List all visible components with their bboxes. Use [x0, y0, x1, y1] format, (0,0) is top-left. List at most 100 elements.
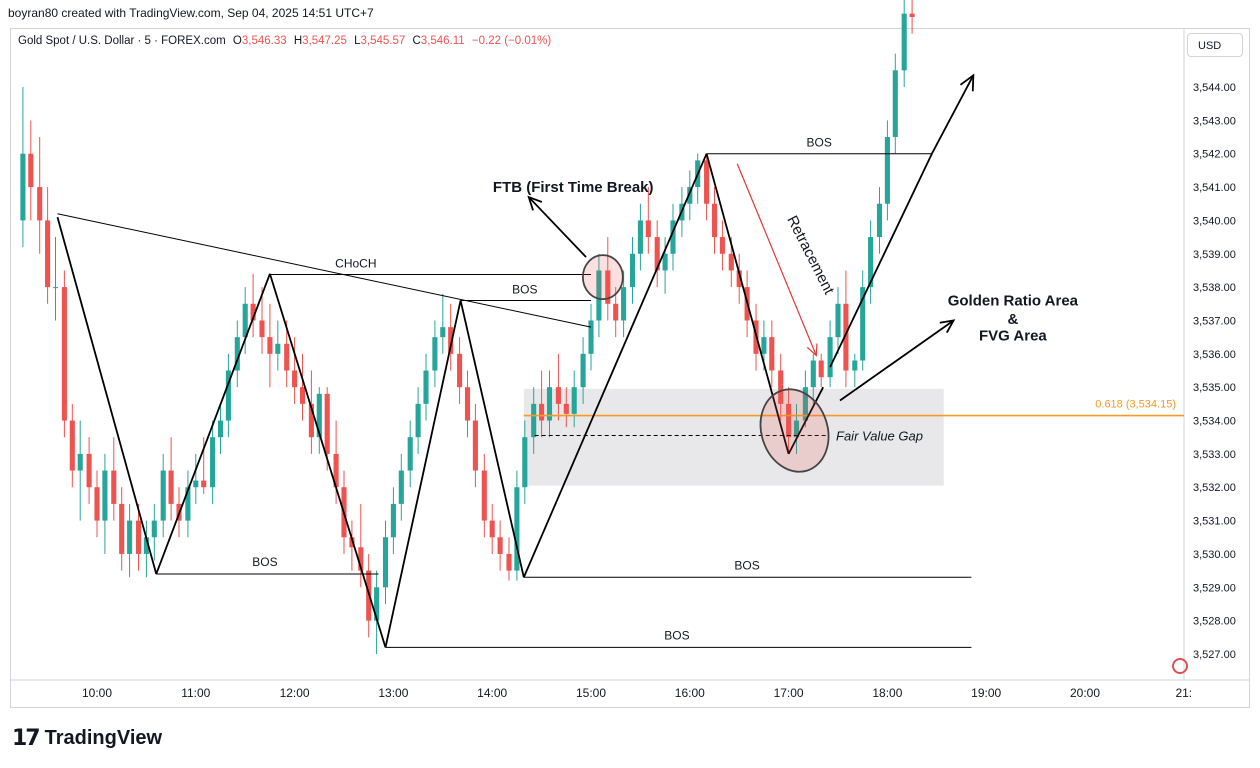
x-tick-label: 21:	[1175, 686, 1192, 700]
candle	[457, 337, 463, 404]
candle-body	[292, 370, 298, 388]
x-tick-label: 11:00	[181, 686, 210, 700]
bos-label: BOS	[512, 282, 537, 296]
candle-body	[423, 370, 429, 404]
candle	[119, 487, 125, 571]
candle-body	[654, 237, 660, 271]
y-tick-label: 3,543.00	[1193, 115, 1236, 127]
candle-body	[432, 337, 438, 371]
candle-body	[901, 13, 907, 71]
candle	[497, 520, 503, 571]
candle	[719, 220, 725, 271]
candle-body	[185, 487, 191, 521]
impulse-leg	[829, 153, 933, 368]
candle	[860, 270, 866, 371]
candle-body	[358, 547, 364, 571]
retracement-arrow	[736, 163, 817, 356]
candle-body	[555, 387, 561, 404]
candle-body	[135, 520, 142, 554]
candle	[151, 503, 157, 561]
close-value: 3,546.11	[420, 35, 465, 47]
candle	[621, 270, 627, 338]
fvg-area-label: FVG Area	[979, 327, 1047, 344]
candle-body	[45, 220, 51, 288]
candle-body	[61, 287, 67, 421]
candle-body	[143, 537, 149, 554]
globe-icon[interactable]	[1172, 658, 1188, 674]
candle	[234, 320, 240, 388]
x-tick-label: 15:00	[576, 686, 606, 700]
candle-body	[588, 320, 594, 354]
candle	[810, 353, 816, 404]
candle-body	[793, 420, 800, 438]
low-value: 3,545.57	[360, 35, 406, 47]
candle-body	[613, 303, 619, 321]
candle-body	[860, 287, 866, 361]
chart-frame	[10, 28, 1250, 708]
candle-body	[596, 270, 602, 321]
high-label: H	[293, 35, 303, 47]
candle-body	[769, 337, 775, 371]
candle-body	[316, 393, 322, 438]
tradingview-logo[interactable]: 17 TradingView	[12, 726, 162, 751]
candle-body	[522, 437, 528, 488]
candle-body	[637, 220, 643, 254]
candle-body	[909, 13, 915, 17]
x-tick-label: 18:00	[872, 686, 902, 700]
candle-body	[571, 387, 577, 414]
up-arrow	[931, 74, 975, 155]
candle	[531, 387, 537, 454]
candle	[143, 520, 149, 578]
y-tick-label: 3,534.00	[1193, 416, 1236, 428]
candle	[432, 320, 438, 388]
candle-body	[481, 470, 487, 521]
candle-body	[86, 453, 92, 488]
candle-body	[308, 403, 314, 438]
candle-body	[464, 387, 471, 421]
candle-body	[687, 187, 693, 204]
candle-body	[778, 370, 784, 404]
candle-body	[234, 337, 240, 371]
candle-body	[259, 320, 265, 338]
currency-button[interactable]: USD	[1187, 33, 1243, 57]
candle	[522, 420, 528, 504]
candle-body	[605, 270, 611, 304]
candle	[316, 387, 322, 454]
candle	[440, 293, 446, 354]
candle	[415, 387, 421, 454]
y-tick-label: 3,538.00	[1193, 282, 1236, 294]
candle-body	[761, 337, 767, 354]
candle-body	[324, 393, 330, 454]
candle-body	[168, 470, 174, 504]
candle	[210, 420, 216, 504]
candle-body	[818, 360, 824, 378]
y-tick-label: 3,530.00	[1193, 549, 1236, 561]
candle	[645, 187, 651, 254]
candle	[308, 370, 314, 454]
symbol-title[interactable]: Gold Spot / U.S. Dollar · 5 · FOREX.com	[18, 35, 226, 47]
y-tick-label: 3,536.00	[1193, 349, 1236, 361]
candle	[704, 153, 710, 221]
candle-body	[102, 470, 108, 521]
candle	[94, 470, 100, 538]
candle-body	[514, 487, 520, 571]
y-tick-label: 3,539.00	[1193, 249, 1236, 261]
candle	[670, 203, 676, 271]
fib-618-label: 0.618 (3,534.15)	[1095, 399, 1176, 411]
candle-body	[711, 203, 718, 238]
candle-body	[20, 153, 26, 221]
candle-body	[333, 453, 339, 488]
candle-body	[670, 220, 676, 254]
structure-leg	[56, 216, 158, 575]
candle-body	[539, 403, 545, 421]
candle-body	[629, 253, 636, 288]
candle	[423, 353, 429, 421]
candle-body	[546, 387, 553, 421]
retracement-label: Retracement	[783, 213, 838, 298]
candle	[786, 387, 792, 454]
candle	[20, 87, 26, 248]
candle	[292, 337, 298, 404]
candle	[407, 420, 413, 488]
candle	[242, 287, 248, 354]
